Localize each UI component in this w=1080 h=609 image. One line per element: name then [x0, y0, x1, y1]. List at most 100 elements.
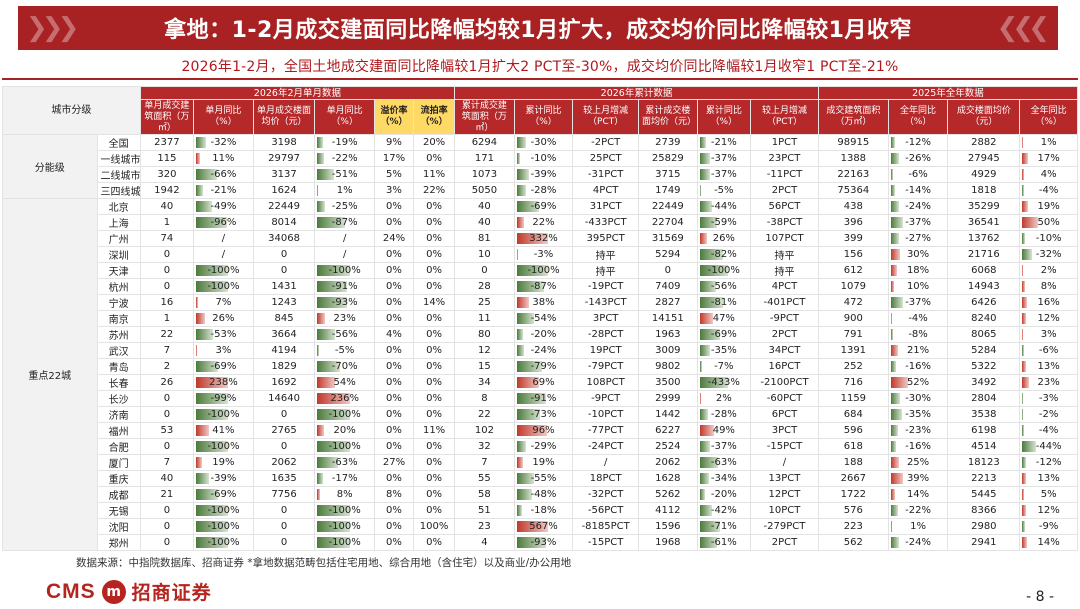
data-cell: -28PCT: [572, 326, 640, 343]
cell-value: 7%: [215, 297, 232, 308]
cell-value: -51%: [331, 169, 358, 180]
column-header: 全年同比（%）: [1019, 99, 1078, 135]
data-bar-cell: -16%: [887, 438, 949, 455]
data-bar: [516, 249, 518, 260]
data-cell: 22449: [252, 198, 316, 215]
cell-value: 13%: [1037, 361, 1060, 372]
data-bar-cell: -19%: [314, 134, 375, 151]
cell-value: /: [221, 249, 226, 260]
cell-value: -100%: [207, 537, 240, 548]
column-header: 累计成交楼面均价（元）: [638, 99, 698, 135]
group-header-2025: 2025年全年数据: [817, 86, 1079, 100]
table-row: 一线城市 115 11% 29797 -22% 17% 0% 171 -10% 25PCT 2582…: [3, 150, 1078, 167]
data-bar-cell: -18%: [513, 502, 574, 519]
data-bar: [196, 441, 229, 452]
cell-value: -91%: [331, 281, 358, 292]
table-row: 分能级 全国 2377 -32% 3198 -19% 9% 20% 6294 -30% -2PCT 2…: [2, 134, 1078, 199]
data-bar: [890, 217, 903, 228]
data-cell: 51: [454, 502, 515, 519]
data-bar: [1022, 281, 1025, 292]
data-cell: -401PCT: [750, 294, 819, 311]
cell-value: -53%: [210, 329, 237, 340]
cell-value: 11%: [212, 153, 235, 164]
data-bar-cell: -100%: [193, 438, 254, 455]
data-bar: [196, 393, 229, 404]
data-bar-cell: 332%: [513, 230, 574, 247]
data-cell: 0%: [373, 422, 415, 439]
table-row: 宁波 16 7% 1243 -93% 0% 14% 25 38% -143PCT 2827 -81% -…: [3, 294, 1078, 311]
data-bar: [196, 377, 229, 388]
data-cell: 0: [252, 534, 316, 551]
data-cell: 2: [139, 358, 195, 375]
data-bar: [699, 281, 716, 292]
data-bar: [317, 409, 350, 420]
data-cell: 34PCT: [750, 342, 819, 359]
column-header: 较上月增减（PCT）: [750, 99, 819, 135]
data-bar: [699, 217, 717, 228]
data-cell: 2062: [638, 454, 698, 471]
data-cell: 188: [817, 454, 889, 471]
data-cell: 14151: [638, 310, 698, 327]
data-bar: [699, 201, 713, 212]
data-source-note: 数据来源：中指院数据库、招商证券 *拿地数据范畴包括住宅用地、综合用地（含住宅）…: [76, 557, 572, 569]
data-cell: 6198: [947, 422, 1021, 439]
cell-value: -32%: [210, 137, 237, 148]
data-cell: 22449: [638, 198, 698, 215]
data-bar-cell: -71%: [696, 518, 752, 535]
cell-value: -66%: [210, 169, 237, 180]
data-cell: 35299: [947, 198, 1021, 215]
table-row: 南京 1 26% 845 23% 0% 0% 11 -54% 3PCT 14151 47% -9PCT 9…: [3, 310, 1078, 327]
data-bar: [890, 329, 894, 340]
cell-value: 41%: [212, 425, 235, 436]
data-bar: [1022, 489, 1024, 500]
cell-value: -99%: [210, 393, 237, 404]
data-bar-cell: -26%: [887, 150, 949, 167]
data-bar-cell: 19%: [513, 454, 574, 471]
data-bar: [196, 537, 229, 548]
data-cell: 22704: [638, 214, 698, 231]
data-cell: 1596: [638, 518, 698, 535]
cell-value: -25%: [331, 201, 358, 212]
cell-value: -21%: [710, 137, 737, 148]
data-bar-cell: -24%: [887, 198, 949, 215]
cell-value: -433%: [707, 377, 740, 388]
data-bar: [699, 233, 708, 244]
data-bar-cell: 38%: [513, 294, 574, 311]
data-bar: [516, 153, 520, 164]
data-bar: [317, 313, 325, 324]
cell-value: -100%: [207, 265, 240, 276]
cell-value: 1%: [910, 521, 926, 532]
cell-value: 50%: [1037, 217, 1060, 228]
table-row: 青岛 2 -69% 1829 -70% 0% 0% 15 -79% -79PCT 9802 -7% 16…: [3, 358, 1078, 375]
cell-value: 96%: [532, 425, 555, 436]
row-name: 苏州: [96, 326, 141, 343]
cell-value: 8%: [336, 489, 353, 500]
data-cell: 0: [139, 246, 195, 263]
data-cell: 1829: [252, 358, 316, 375]
data-cell: -15PCT: [572, 534, 640, 551]
data-bar-cell: -63%: [696, 454, 752, 471]
cell-value: 16%: [1037, 297, 1060, 308]
data-bar: [196, 281, 229, 292]
data-bar-cell: -82%: [696, 246, 752, 263]
data-bar: [699, 505, 712, 516]
cell-value: -61%: [710, 537, 737, 548]
data-cell: -19PCT: [572, 278, 640, 295]
data-bar: [890, 489, 896, 500]
cell-value: -6%: [1038, 345, 1059, 356]
data-bar: [1022, 217, 1038, 228]
data-cell: 0%: [373, 310, 415, 327]
data-bar: [890, 361, 896, 372]
data-cell: 5050: [454, 182, 515, 199]
data-bar-cell: 30%: [887, 246, 949, 263]
data-bar-cell: 5%: [1019, 486, 1078, 503]
cell-value: /: [342, 233, 347, 244]
land-transaction-table: 城市分级 2026年2月单月数据 2026年累计数据 2025年全年数据 单月成…: [2, 86, 1079, 551]
data-bar: [317, 201, 326, 212]
data-bar-cell: 12%: [1019, 502, 1078, 519]
data-cell: 24%: [373, 230, 415, 247]
data-bar: [516, 409, 540, 420]
data-bar-cell: -56%: [696, 278, 752, 295]
row-name: 合肥: [96, 438, 141, 455]
cell-value: -39%: [530, 169, 557, 180]
